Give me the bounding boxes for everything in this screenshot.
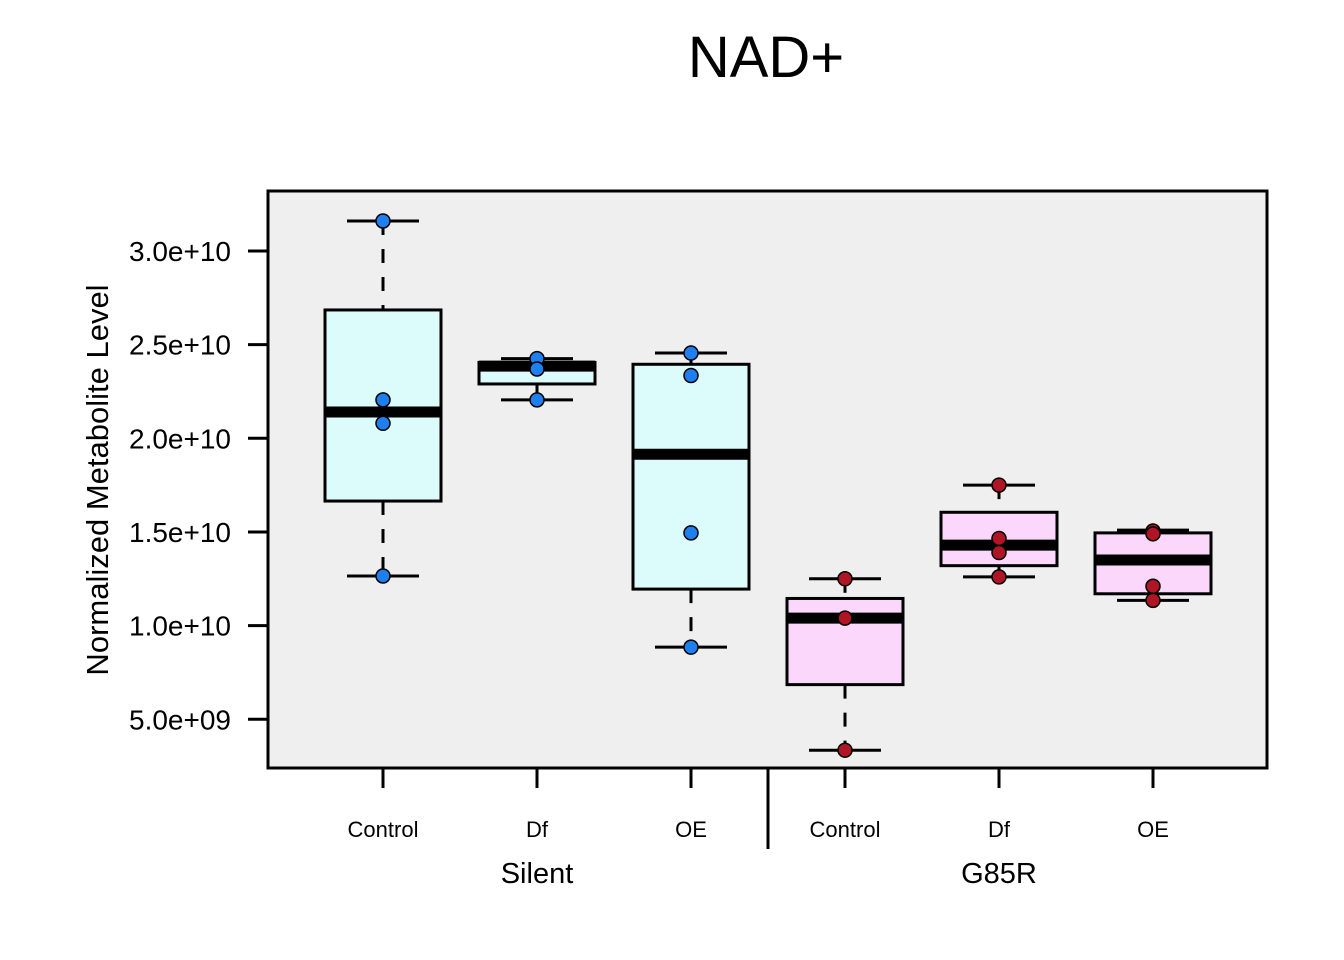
data-point: [1145, 578, 1161, 595]
data-point: [683, 345, 699, 361]
y-axis: 5.0e+09 1.0e+10 1.5e+10 2.0e+10 2.5e+10 3.0e+…: [129, 236, 268, 735]
data-point: [991, 569, 1007, 585]
x-tick-label: Control: [810, 817, 881, 842]
data-point: [375, 213, 391, 229]
data-point: [529, 392, 545, 408]
y-tick-label: 1.0e+10: [129, 611, 231, 642]
box-layer: [323, 213, 1213, 758]
data-point: [375, 392, 391, 408]
group-label: G85R: [961, 858, 1037, 890]
data-point: [375, 415, 391, 432]
x-tick-label: OE: [1137, 817, 1169, 842]
x-tick-label: Control: [348, 817, 419, 842]
group-label: Silent: [501, 858, 574, 890]
y-tick-label: 1.5e+10: [129, 517, 231, 548]
data-point: [837, 610, 853, 626]
x-tick-label: Df: [988, 817, 1011, 842]
y-axis-label: Normalized Metabolite Level: [80, 284, 115, 675]
x-tick-label: Df: [526, 817, 549, 842]
box-silent-df: [477, 350, 597, 408]
data-point: [683, 367, 699, 384]
box-silent-oe: [631, 345, 751, 655]
y-tick-label: 5.0e+09: [129, 704, 231, 735]
data-point: [1145, 526, 1161, 542]
data-point: [529, 361, 545, 377]
x-tick-label: OE: [675, 817, 707, 842]
y-tick-label: 2.5e+10: [129, 330, 231, 361]
data-point: [991, 544, 1007, 561]
data-point: [837, 742, 853, 758]
y-tick-label: 2.0e+10: [129, 423, 231, 454]
data-point: [683, 639, 699, 655]
data-point: [375, 568, 391, 584]
box-silent-control: [323, 213, 443, 584]
data-point: [991, 530, 1007, 547]
chart-title: NAD+: [688, 25, 844, 90]
y-tick-label: 3.0e+10: [129, 236, 231, 267]
data-point: [1145, 592, 1161, 609]
box-g85r-df: [939, 477, 1059, 585]
x-axis: Control Df OE Silent Control Df OE G85R: [348, 768, 1169, 890]
box-iqr: [631, 362, 751, 591]
box-g85r-oe: [1093, 523, 1213, 609]
box-g85r-control: [785, 571, 905, 758]
data-point: [991, 477, 1007, 493]
data-point: [837, 571, 853, 587]
data-point: [683, 525, 699, 541]
